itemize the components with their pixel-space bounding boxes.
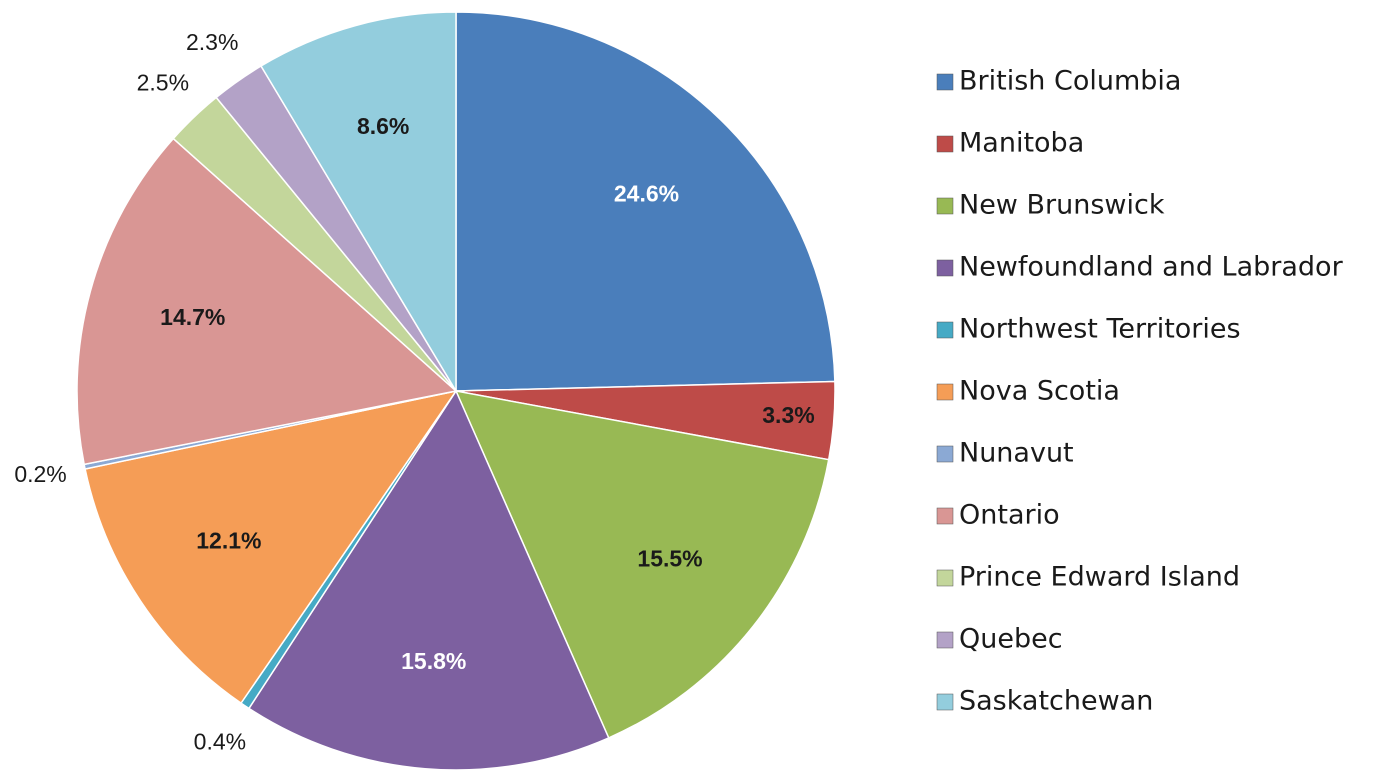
data-label: 8.6% (357, 113, 409, 139)
legend-swatch (936, 73, 954, 91)
legend-swatch (936, 383, 954, 401)
legend-label: Saskatchewan (959, 686, 1153, 717)
data-label: 12.1% (196, 527, 261, 553)
legend-label: New Brunswick (959, 190, 1165, 221)
legend-swatch (936, 631, 954, 649)
data-label: 3.3% (762, 402, 814, 428)
data-label: 15.5% (637, 545, 702, 571)
data-label: 24.6% (614, 181, 679, 207)
data-label: 15.8% (401, 648, 466, 674)
data-label: 2.3% (186, 29, 238, 55)
legend-label: Prince Edward Island (959, 562, 1240, 593)
legend-swatch (936, 507, 954, 525)
pie-slice (76, 137, 458, 466)
pie-slice (247, 389, 610, 771)
legend-label: Nunavut (959, 438, 1074, 469)
legend-swatch (936, 321, 954, 339)
data-label: 2.5% (137, 70, 189, 96)
pie-slice (84, 389, 458, 705)
legend-label: Ontario (959, 500, 1060, 531)
legend-label: Quebec (959, 624, 1063, 655)
data-label: 0.4% (194, 728, 246, 754)
legend-label: Manitoba (959, 128, 1084, 159)
legend-swatch (936, 693, 954, 711)
pie-slice (259, 11, 457, 394)
legend-label: Northwest Territories (959, 314, 1241, 345)
legend-swatch (936, 259, 954, 277)
legend-label: Nova Scotia (959, 376, 1120, 407)
legend-swatch (936, 569, 954, 587)
pie-slice (455, 11, 836, 392)
data-label: 0.2% (14, 461, 66, 487)
legend-swatch (936, 445, 954, 463)
pie-slice (454, 390, 830, 739)
legend-swatch (936, 197, 954, 215)
legend-label: British Columbia (959, 66, 1181, 97)
data-label: 14.7% (160, 304, 225, 330)
legend-label: Newfoundland and Labrador (959, 252, 1344, 283)
legend-swatch (936, 135, 954, 153)
